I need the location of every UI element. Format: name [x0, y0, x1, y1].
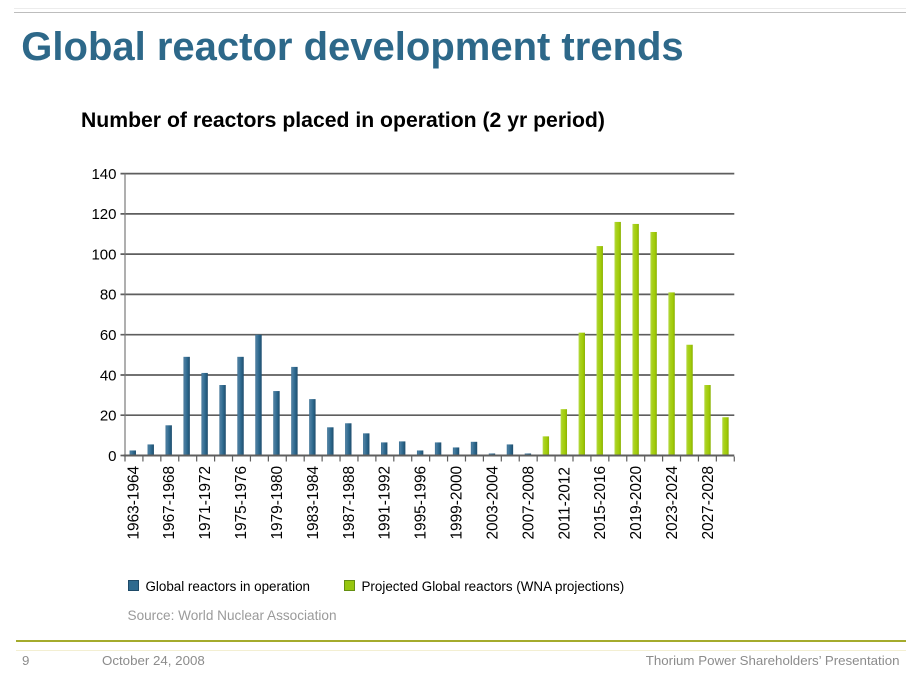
svg-text:1983-1984: 1983-1984 [305, 465, 322, 539]
svg-text:2019-2020: 2019-2020 [628, 466, 645, 540]
svg-text:1991-1992: 1991-1992 [377, 466, 394, 540]
svg-text:80: 80 [100, 287, 117, 304]
svg-text:1963-1964: 1963-1964 [125, 465, 142, 539]
svg-text:1979-1980: 1979-1980 [269, 466, 286, 540]
svg-text:2003-2004: 2003-2004 [484, 465, 501, 539]
svg-text:1975-1976: 1975-1976 [233, 466, 250, 540]
svg-text:2023-2024: 2023-2024 [664, 465, 681, 539]
svg-text:1967-1968: 1967-1968 [161, 466, 178, 540]
svg-text:0: 0 [108, 448, 116, 465]
svg-text:2015-2016: 2015-2016 [592, 466, 609, 540]
svg-text:120: 120 [91, 206, 116, 223]
svg-text:2011-2012: 2011-2012 [556, 467, 573, 539]
svg-text:2007-2008: 2007-2008 [520, 466, 537, 540]
svg-text:1971-1972: 1971-1972 [197, 466, 214, 540]
svg-text:2027-2028: 2027-2028 [700, 466, 717, 540]
svg-text:1999-2000: 1999-2000 [449, 466, 466, 540]
svg-text:140: 140 [91, 166, 116, 183]
svg-text:1995-1996: 1995-1996 [413, 466, 430, 540]
svg-text:20: 20 [100, 408, 117, 425]
svg-text:1987-1988: 1987-1988 [341, 466, 358, 540]
svg-text:40: 40 [100, 367, 117, 384]
svg-text:100: 100 [91, 246, 116, 263]
svg-text:60: 60 [100, 327, 117, 344]
